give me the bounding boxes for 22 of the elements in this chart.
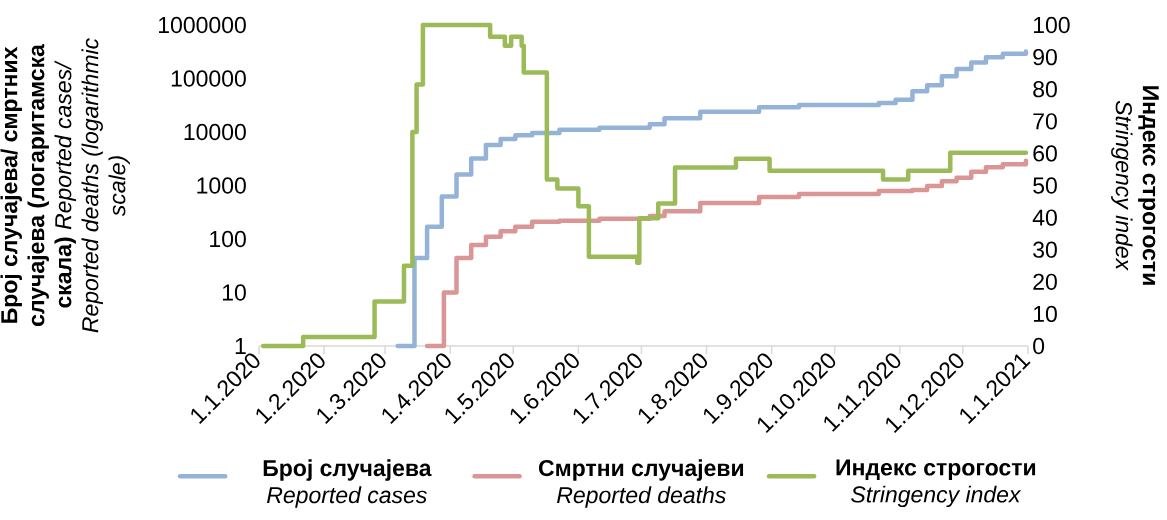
y-tick-label: 1000000 [159,16,246,34]
legend-label: Смртни случајеви Reported deaths [538,459,744,508]
y2-tick-label: 20 [1033,273,1057,290]
y2-tick-label: 30 [1033,241,1057,258]
y2-tick-label: 80 [1033,81,1057,98]
y-tick-label: 100000 [171,70,246,87]
y-tick-label: 100 [210,230,246,248]
legend-label: Број случајева Reported cases [263,459,432,508]
y2-tick-label: 60 [1033,145,1057,162]
y-tick-label: 10000 [184,123,246,141]
y2-tick-label: 100 [1033,16,1070,34]
legend-label: Индекс строгости Stringency index [836,459,1036,508]
y2-tick-label: 90 [1033,48,1057,66]
y-tick-label: 1 [235,338,246,354]
y2-tick-label: 40 [1032,209,1057,226]
y-tick-label: 10 [222,284,246,301]
y2-axis-title: Индекс строгости Stringency index [1111,86,1159,285]
y2-tick-label: 0 [1033,337,1045,355]
y2-tick-label: 10 [1033,305,1057,323]
y-tick-label: 1000 [197,177,246,194]
y2-tick-label: 50 [1033,177,1057,194]
y2-tick-label: 70 [1033,113,1057,130]
